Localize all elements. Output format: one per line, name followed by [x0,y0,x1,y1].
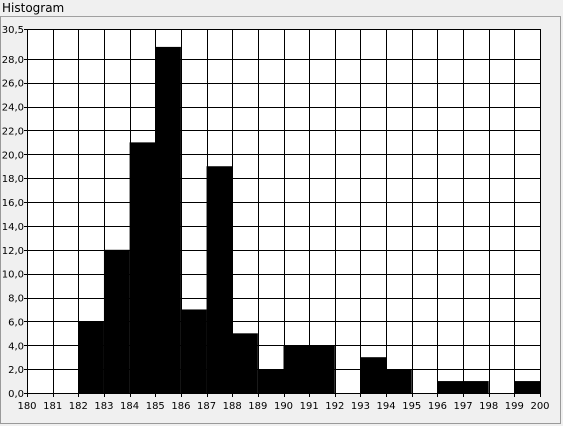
x-tick-label: 180 [17,401,36,412]
histogram-bar [463,381,489,393]
y-tick-label: 0,0 [8,389,24,400]
x-tick-label: 182 [69,401,88,412]
x-tick-label: 199 [505,401,524,412]
x-tick-label: 193 [351,401,370,412]
x-tick-label: 183 [94,401,113,412]
y-tick-label: 16,0 [2,198,24,209]
x-tick-label: 194 [377,401,396,412]
histogram-bar [180,309,207,393]
histogram-bar [232,333,258,393]
y-tick-label: 2,0 [8,365,24,376]
x-tick-label: 187 [197,401,216,412]
x-tick-label: 181 [43,401,62,412]
x-tick-label: 196 [428,401,447,412]
x-tick-label: 188 [223,401,242,412]
histogram-bar [129,142,156,393]
histogram-bar [155,46,181,393]
histogram-title: Histogram [2,1,65,15]
x-tick-label: 189 [248,401,267,412]
y-tick-label: 30,5 [2,25,24,36]
y-axis-ticks: 0,0 2,0 4,0 6,0 8,0 10,0 12,0 14,0 16,0 18,0 20,0 2… [2,25,27,400]
x-tick-label: 195 [402,401,421,412]
grid-lines [27,29,541,394]
x-tick-label: 186 [171,401,190,412]
y-tick-label: 28,0 [2,55,24,66]
histogram-bar [78,321,104,393]
histogram-bar [257,369,284,393]
y-tick-label: 10,0 [2,270,24,281]
y-tick-label: 8,0 [8,294,24,305]
x-tick-label: 197 [454,401,473,412]
histogram-bar [437,381,464,393]
histogram-bar [360,357,387,393]
y-tick-label: 12,0 [2,246,24,257]
y-tick-label: 4,0 [8,341,24,352]
x-tick-label: 191 [300,401,319,412]
x-tick-label: 184 [120,401,139,412]
x-tick-label: 185 [146,401,165,412]
x-axis-ticks: 180 181 182 183 184 185 186 187 188 189 190 191 192 1… [17,393,550,412]
x-tick-label: 198 [479,401,498,412]
histogram-bar [206,166,233,393]
y-tick-label: 20,0 [2,150,24,161]
y-tick-label: 14,0 [2,222,24,233]
y-tick-label: 6,0 [8,317,24,328]
x-tick-label: 190 [274,401,293,412]
y-tick-label: 24,0 [2,103,24,114]
y-tick-label: 26,0 [2,79,24,90]
x-tick-label: 200 [530,401,549,412]
histogram-bar [386,369,412,393]
y-tick-label: 18,0 [2,174,24,185]
histogram-bar [514,381,540,393]
x-tick-label: 192 [325,401,344,412]
y-tick-label: 22,0 [2,126,24,137]
